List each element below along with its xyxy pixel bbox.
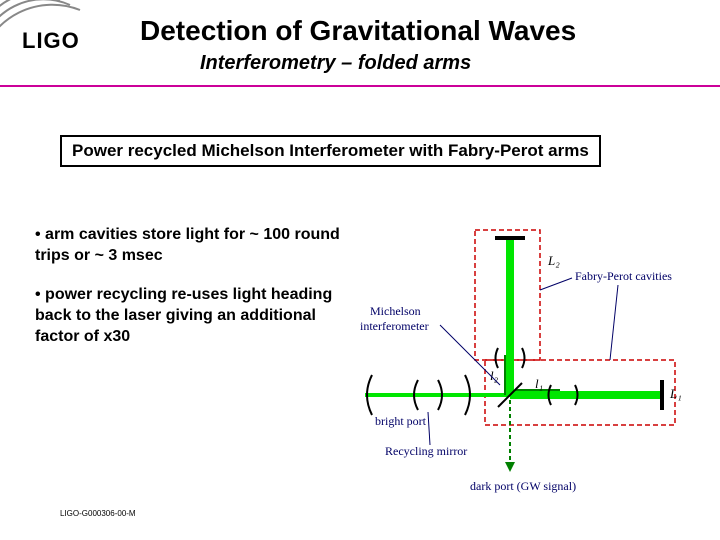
fp-pointer-h (610, 285, 618, 360)
label-michelson-2: interferometer (360, 319, 429, 333)
logo: LIGO (0, 0, 110, 60)
dark-port-arrowhead (505, 462, 515, 472)
mi-pointer (440, 325, 500, 385)
label-dark-port: dark port (GW signal) (470, 479, 576, 493)
recycling-pointer (428, 412, 430, 445)
near-mirror-v1 (496, 348, 499, 368)
label-bright-port: bright port (375, 414, 427, 428)
bullet-1: • arm cavities store light for ~ 100 rou… (35, 225, 355, 267)
label-michelson-1: Michelson (370, 304, 421, 318)
label-L2: L₂ (547, 253, 560, 268)
near-mirror-v2 (522, 348, 525, 368)
document-id: LIGO-G000306-00-M (60, 509, 136, 518)
label-L1: L₁ (669, 386, 682, 401)
interferometer-diagram: L₂ L₁ l₂ l₁ Fabry-Perot cavities Michels… (360, 220, 700, 500)
label-fabry-perot: Fabry-Perot cavities (575, 269, 672, 283)
label-l1: l₁ (535, 376, 543, 391)
bullet-2: • power recycling re-uses light heading … (35, 285, 335, 347)
page-title: Detection of Gravitational Waves (140, 15, 576, 47)
label-l2: l₂ (490, 368, 499, 383)
logo-text: LIGO (22, 28, 80, 54)
diagram-caption-box: Power recycled Michelson Interferometer … (60, 135, 601, 167)
fp-pointer-v (540, 278, 572, 290)
title-divider (0, 85, 720, 87)
page-subtitle: Interferometry – folded arms (200, 52, 471, 75)
label-recycling: Recycling mirror (385, 444, 467, 458)
